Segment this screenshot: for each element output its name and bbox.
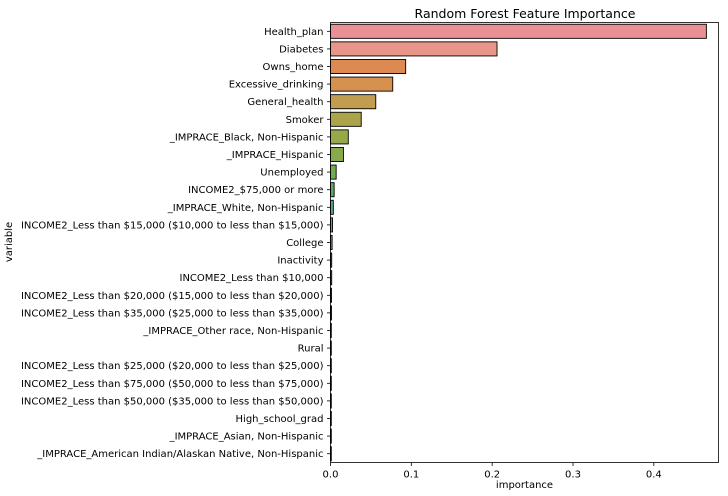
- bar: [330, 76, 394, 92]
- x-tick-label: 0.0: [323, 470, 339, 481]
- bar: [330, 23, 707, 39]
- y-tick-label: Health_plan: [264, 27, 323, 38]
- x-tick-label: 0.4: [646, 470, 662, 481]
- y-tick-label: _IMPRACE_Hispanic: [226, 150, 324, 161]
- y-tick-label: _IMPRACE_Black, Non-Hispanic: [169, 132, 324, 143]
- bar: [330, 164, 337, 180]
- y-tick-label: INCOME2_Less than $10,000: [180, 273, 324, 284]
- y-tick-label: INCOME2_Less than $75,000 ($50,000 to le…: [21, 379, 324, 390]
- y-axis-label: variable: [4, 222, 15, 262]
- bar: [330, 182, 335, 198]
- y-tick-label: INCOME2_Less than $25,000 ($20,000 to le…: [21, 361, 324, 372]
- y-tick-label: Inactivity: [277, 256, 323, 267]
- y-tick-label: Unemployed: [260, 168, 323, 179]
- x-tick-label: 0.1: [403, 470, 419, 481]
- y-tick-label: INCOME2_$75,000 or more: [188, 185, 323, 196]
- y-tick-label: INCOME2_Less than $50,000 ($35,000 to le…: [21, 396, 324, 407]
- x-axis-label: importance: [496, 480, 553, 491]
- x-ticks: 0.0 0.1 0.2 0.3 0.4: [323, 462, 662, 481]
- y-tick-labels: Health_plan Diabetes Owns_home Excessive_dr…: [21, 27, 331, 460]
- x-tick-label: 0.2: [484, 470, 500, 481]
- y-tick-label: _IMPRACE_White, Non-Hispanic: [167, 203, 324, 214]
- y-tick-label: _IMPRACE_Other race, Non-Hispanic: [142, 326, 323, 337]
- bar: [330, 199, 334, 215]
- y-tick-label: _IMPRACE_American Indian/Alaskan Native,…: [36, 449, 323, 460]
- bar: [330, 111, 362, 127]
- y-tick-label: College: [286, 238, 323, 249]
- y-tick-label: INCOME2_Less than $20,000 ($15,000 to le…: [21, 291, 324, 302]
- y-tick-label: Excessive_drinking: [229, 80, 324, 91]
- chart-title: Random Forest Feature Importance: [415, 6, 636, 21]
- bar: [330, 94, 377, 110]
- y-tick-label: INCOME2_Less than $35,000 ($25,000 to le…: [21, 308, 324, 319]
- y-tick-label: General_health: [247, 97, 323, 108]
- y-tick-label: Rural: [298, 344, 324, 355]
- bar-group: [330, 23, 707, 462]
- bar: [330, 129, 349, 145]
- y-tick-label: Owns_home: [263, 62, 324, 73]
- y-tick-label: _IMPRACE_Asian, Non-Hispanic: [169, 432, 324, 443]
- bar: [330, 147, 344, 162]
- bar: [330, 41, 498, 57]
- y-tick-label: Diabetes: [279, 44, 323, 55]
- x-tick-label: 0.3: [565, 470, 581, 481]
- y-tick-label: High_school_grad: [236, 414, 324, 425]
- bar: [330, 59, 407, 74]
- plot-frame: [330, 22, 719, 463]
- y-tick-label: INCOME2_Less than $15,000 ($10,000 to le…: [21, 220, 324, 231]
- y-tick-label: Smoker: [286, 115, 325, 126]
